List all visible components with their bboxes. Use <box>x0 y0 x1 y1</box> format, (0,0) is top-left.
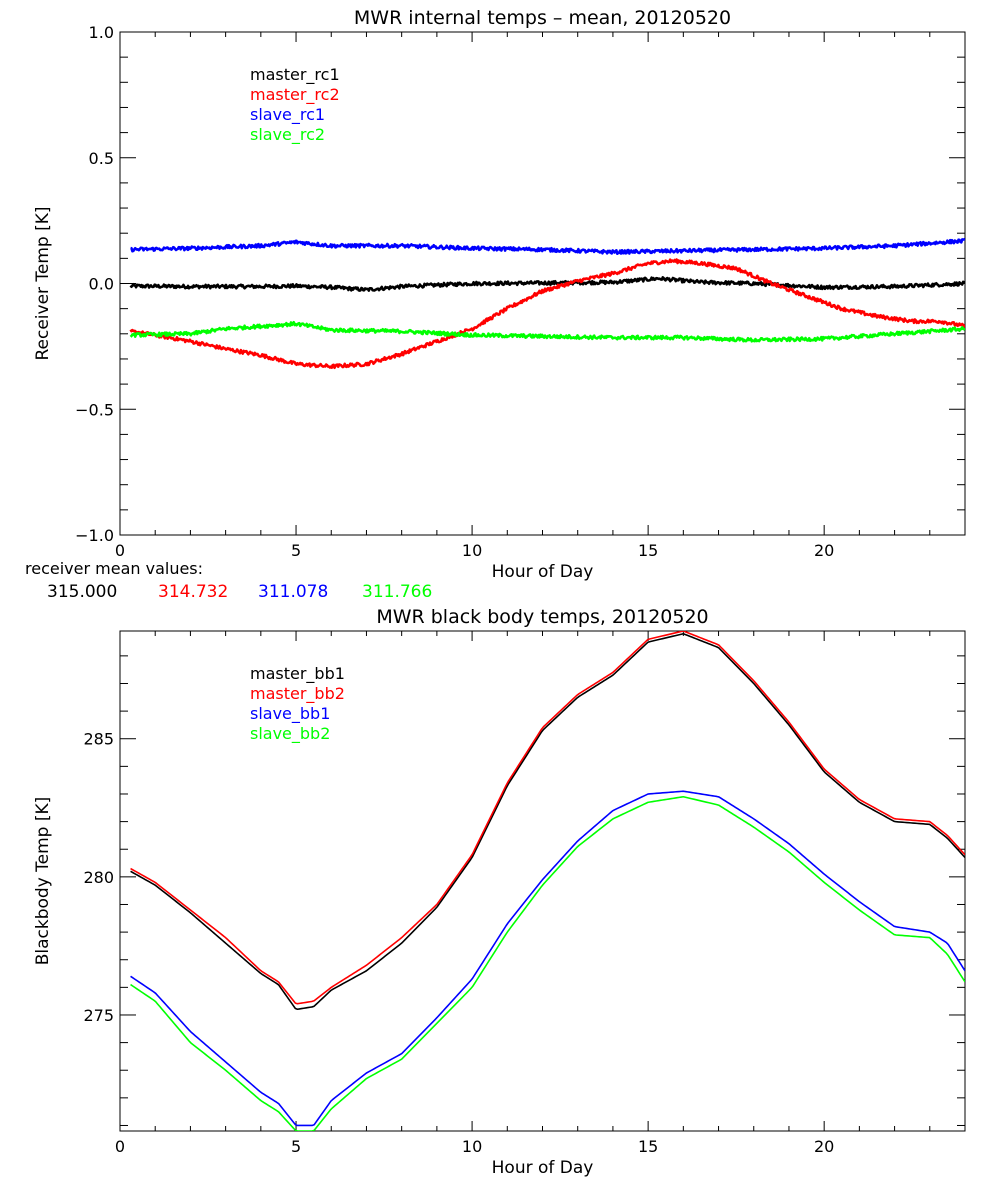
y-tick-label: 0.5 <box>89 149 114 168</box>
receiver-mean-value: 315.000 <box>47 582 117 602</box>
x-axis-label: Hour of Day <box>492 1158 594 1178</box>
x-tick-label: 5 <box>291 1137 301 1156</box>
x-tick-label: 0 <box>115 541 125 560</box>
plot-frame <box>119 630 966 1132</box>
chart-title: MWR black body temps, 20120520 <box>376 606 708 628</box>
receiver-mean-value: 314.732 <box>158 582 228 602</box>
x-tick-label: 10 <box>462 1137 482 1156</box>
y-tick-label: 275 <box>83 1006 114 1025</box>
receiver-mean-label: receiver mean values: <box>25 559 203 578</box>
y-tick-label: 0.0 <box>89 275 114 294</box>
series-line-slave_bb1 <box>130 790 965 1127</box>
legend-entry-master_bb2: master_bb2 <box>250 684 345 704</box>
legend-entry-master_bb1: master_bb1 <box>250 664 345 684</box>
x-axis-label: Hour of Day <box>492 562 594 582</box>
x-tick-label: 10 <box>462 541 482 560</box>
chart-title: MWR internal temps – mean, 20120520 <box>354 7 731 29</box>
x-tick-label: 15 <box>638 541 658 560</box>
legend-entry-master_rc2: master_rc2 <box>250 85 340 105</box>
y-tick-label: −0.5 <box>75 400 114 419</box>
receiver-mean-value: 311.766 <box>362 582 432 602</box>
series-line-slave_rc2 <box>129 320 965 343</box>
series-line-slave_rc1 <box>130 237 965 256</box>
legend-entry-slave_bb2: slave_bb2 <box>250 724 330 744</box>
series-line-slave_bb2 <box>130 795 965 1131</box>
legend-entry-slave_rc1: slave_rc1 <box>250 105 325 125</box>
legend-entry-slave_bb1: slave_bb1 <box>250 704 330 724</box>
x-tick-label: 20 <box>814 1137 834 1156</box>
legend-entry-slave_rc2: slave_rc2 <box>250 125 325 145</box>
y-tick-label: 285 <box>83 730 114 749</box>
panel-1: MWR internal temps – mean, 20120520 0 5 10 1… <box>33 7 966 582</box>
x-tick-label: 0 <box>115 1137 125 1156</box>
y-tick-label: 280 <box>83 868 114 887</box>
series-line-master_bb2 <box>130 631 965 1005</box>
receiver-mean-values: receiver mean values: 315.000 314.732 311.0… <box>25 559 432 602</box>
y-axis-label: Blackbody Temp [K] <box>33 797 53 966</box>
legend-entry-master_rc1: master_rc1 <box>250 65 340 85</box>
x-tick-label: 20 <box>814 541 834 560</box>
series-line-master_bb1 <box>130 632 965 1011</box>
y-tick-label: 1.0 <box>89 23 114 42</box>
y-axis-label: Receiver Temp [K] <box>33 206 53 360</box>
receiver-mean-value: 311.078 <box>258 582 328 602</box>
y-tick-label: −1.0 <box>75 526 114 545</box>
panel-2: MWR black body temps, 20120520 0 5 10 15 20 27… <box>33 606 966 1178</box>
x-tick-label: 15 <box>638 1137 658 1156</box>
x-tick-label: 5 <box>291 541 301 560</box>
series-line-master_rc1 <box>129 275 965 292</box>
series-line-master_rc2 <box>129 258 965 370</box>
